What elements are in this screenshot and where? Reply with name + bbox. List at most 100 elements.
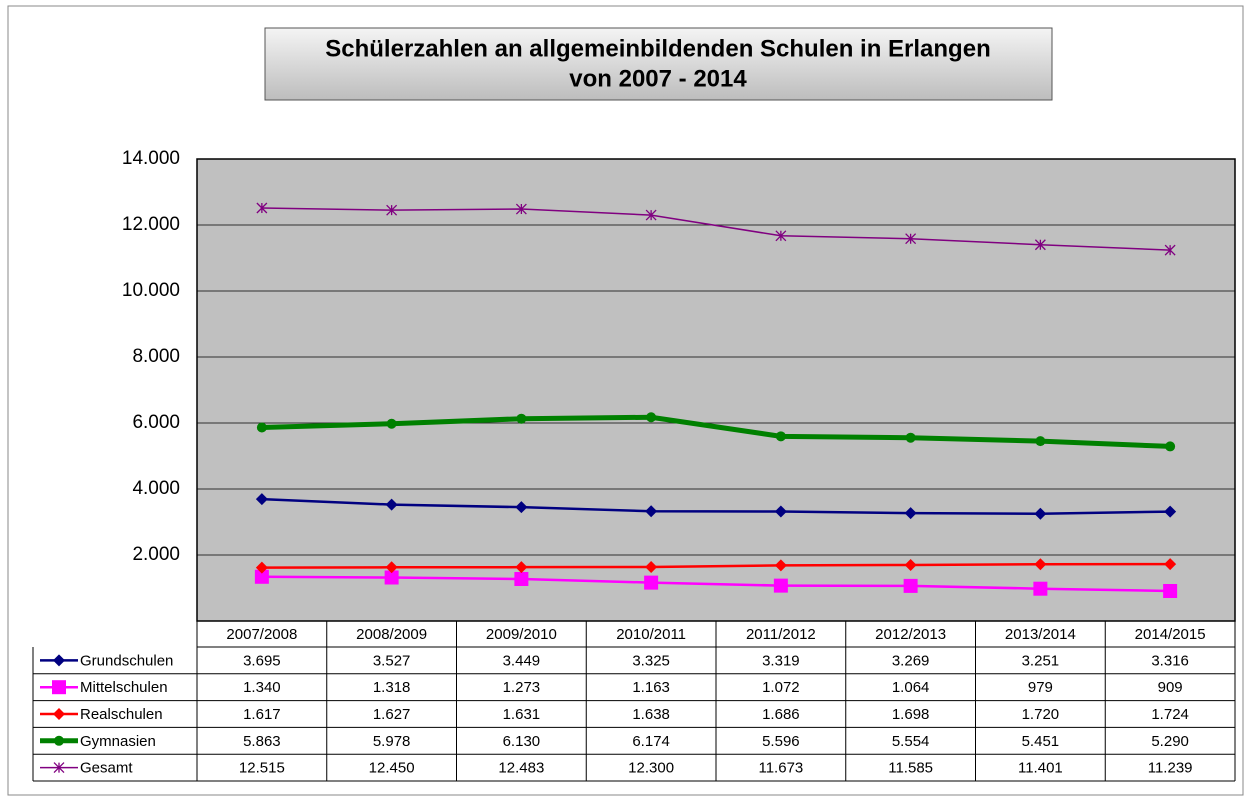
data-point <box>256 422 267 433</box>
data-point <box>516 413 527 424</box>
y-tick-label: 4.000 <box>132 478 180 499</box>
table-value: 1.064 <box>892 679 930 696</box>
table-value: 1.724 <box>1151 706 1189 723</box>
table-value: 1.698 <box>892 706 930 723</box>
table-value: 3.527 <box>373 652 411 669</box>
table-value: 3.319 <box>762 652 800 669</box>
series-line <box>261 497 1171 515</box>
title-box <box>264 27 1053 101</box>
data-point <box>256 202 268 214</box>
table-value: 3.251 <box>1022 652 1060 669</box>
legend-label: Gymnasien <box>80 733 156 750</box>
chart-subtitle: von 2007 - 2014 <box>569 65 747 92</box>
table-value: 1.617 <box>243 706 281 723</box>
table-value: 1.627 <box>373 706 411 723</box>
table-value: 5.554 <box>892 733 930 750</box>
table-value: 12.515 <box>239 760 285 777</box>
table-value: 12.450 <box>369 760 415 777</box>
legend-marker <box>53 762 65 774</box>
data-point <box>645 560 658 573</box>
x-tick-label: 2012/2013 <box>875 626 946 643</box>
table-value: 1.720 <box>1022 706 1060 723</box>
legend-label: Gesamt <box>80 760 133 777</box>
legend-label: Grundschulen <box>80 652 173 669</box>
chart-title: Schülerzahlen an allgemeinbildenden Schu… <box>325 35 990 62</box>
x-tick-label: 2014/2015 <box>1135 626 1206 643</box>
data-point <box>775 431 786 442</box>
series-line <box>261 562 1171 569</box>
y-tick-label: 6.000 <box>132 412 180 433</box>
data-point <box>645 209 657 221</box>
series-line <box>261 575 1171 593</box>
data-point <box>255 561 268 574</box>
table-value: 11.673 <box>758 760 803 777</box>
data-point <box>515 561 528 574</box>
table-value: 6.130 <box>503 733 541 750</box>
table-value: 5.863 <box>243 733 281 750</box>
data-point <box>1164 244 1176 256</box>
series-line <box>261 207 1171 251</box>
table-value: 5.451 <box>1022 733 1060 750</box>
data-point <box>903 578 918 593</box>
table-value: 5.978 <box>373 733 411 750</box>
x-tick-label: 2010/2011 <box>616 626 686 643</box>
table-value: 909 <box>1158 679 1183 696</box>
data-point <box>1164 505 1177 518</box>
legend-marker <box>54 735 64 746</box>
x-tick-label: 2013/2014 <box>1005 626 1076 643</box>
data-point <box>774 505 787 518</box>
data-point <box>905 432 916 443</box>
data-point <box>514 571 529 586</box>
table-value: 1.072 <box>762 679 800 696</box>
data-point <box>775 230 787 242</box>
table-value: 1.163 <box>632 679 670 696</box>
table-value: 5.290 <box>1151 733 1189 750</box>
table-value: 1.340 <box>243 679 281 696</box>
table-value: 3.325 <box>632 652 670 669</box>
table-value: 12.483 <box>498 760 544 777</box>
data-point <box>1165 441 1176 452</box>
table-value: 3.316 <box>1151 652 1189 669</box>
data-point <box>1163 584 1178 599</box>
y-tick-label: 2.000 <box>132 544 180 565</box>
data-point <box>254 569 269 584</box>
data-point <box>644 575 659 590</box>
table-value: 3.695 <box>243 652 281 669</box>
data-point <box>904 558 917 571</box>
y-tick-label: 14.000 <box>122 148 180 169</box>
legend-marker <box>53 708 65 720</box>
table-value: 3.269 <box>892 652 930 669</box>
data-point <box>1034 507 1047 520</box>
legend-marker <box>52 680 66 695</box>
series-line <box>261 414 1171 449</box>
table-value: 1.631 <box>503 706 541 723</box>
data-point <box>773 578 788 593</box>
table-value: 5.596 <box>762 733 800 750</box>
x-tick-label: 2007/2008 <box>226 626 297 643</box>
data-point <box>384 570 399 585</box>
table-value: 11.239 <box>1148 760 1193 777</box>
table-value: 1.638 <box>632 706 670 723</box>
plot-area <box>196 158 1236 622</box>
data-point <box>646 412 657 423</box>
data-point <box>774 559 787 572</box>
x-tick-label: 2009/2010 <box>486 626 557 643</box>
data-point <box>904 507 917 520</box>
data-point <box>1034 239 1046 251</box>
legend-label: Mittelschulen <box>80 679 168 696</box>
table-value: 3.449 <box>503 652 541 669</box>
table-value: 1.273 <box>503 679 541 696</box>
data-point <box>386 204 398 216</box>
y-tick-label: 8.000 <box>132 346 180 367</box>
legend-label: Realschulen <box>80 706 163 723</box>
data-point <box>515 203 527 215</box>
y-tick-label: 10.000 <box>122 280 180 301</box>
x-tick-label: 2011/2012 <box>746 626 816 643</box>
data-point <box>1034 558 1047 571</box>
table-value: 11.585 <box>888 760 933 777</box>
legend-marker <box>53 654 65 667</box>
data-point <box>385 498 398 511</box>
data-point <box>1033 581 1048 596</box>
table-value: 11.401 <box>1018 760 1063 777</box>
